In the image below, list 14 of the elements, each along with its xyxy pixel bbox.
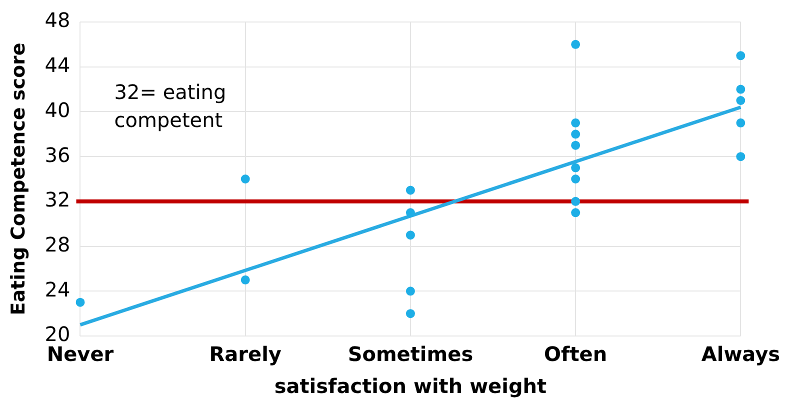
y-tick-label: 48 [44, 8, 70, 32]
y-axis-title: Eating Competence score [7, 42, 30, 316]
x-tick-label: Often [544, 342, 608, 366]
x-tick-label: Always [701, 342, 780, 366]
y-tick-label: 36 [44, 142, 70, 167]
annotation: 32= eating competent [114, 80, 226, 132]
y-tick-label: 24 [44, 277, 70, 302]
x-tick-label: Sometimes [348, 342, 474, 366]
y-tick-label: 44 [44, 53, 70, 78]
x-axis-title: satisfaction with weight [274, 374, 548, 398]
y-tick-label: 40 [44, 98, 70, 122]
y-tick-label: 28 [44, 232, 70, 256]
y-tick-label: 32 [44, 188, 70, 212]
x-tick-label: Rarely [209, 342, 282, 366]
